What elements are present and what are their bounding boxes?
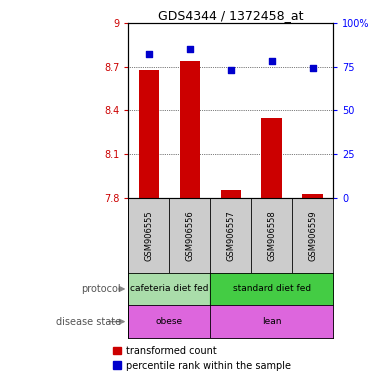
Text: obese: obese (156, 317, 183, 326)
Bar (221, 190, 241, 198)
Text: GSM906558: GSM906558 (267, 210, 276, 261)
Text: GSM906555: GSM906555 (144, 210, 153, 260)
Bar (180, 61, 200, 198)
Point (269, 58, 275, 65)
Text: GSM906559: GSM906559 (308, 210, 317, 260)
Bar (262, 118, 282, 198)
Bar (139, 70, 159, 198)
Text: protocol: protocol (81, 284, 121, 294)
Title: GDS4344 / 1372458_at: GDS4344 / 1372458_at (158, 9, 303, 22)
Point (228, 67, 234, 73)
Point (187, 46, 193, 52)
Text: lean: lean (262, 317, 282, 326)
Text: GSM906557: GSM906557 (226, 210, 235, 261)
Bar (303, 194, 323, 198)
Text: disease state: disease state (56, 316, 121, 327)
Point (309, 65, 316, 71)
Point (146, 51, 152, 58)
Text: standard diet fed: standard diet fed (233, 285, 311, 293)
Text: GSM906556: GSM906556 (185, 210, 194, 261)
Legend: transformed count, percentile rank within the sample: transformed count, percentile rank withi… (109, 342, 295, 374)
Text: cafeteria diet fed: cafeteria diet fed (130, 285, 208, 293)
